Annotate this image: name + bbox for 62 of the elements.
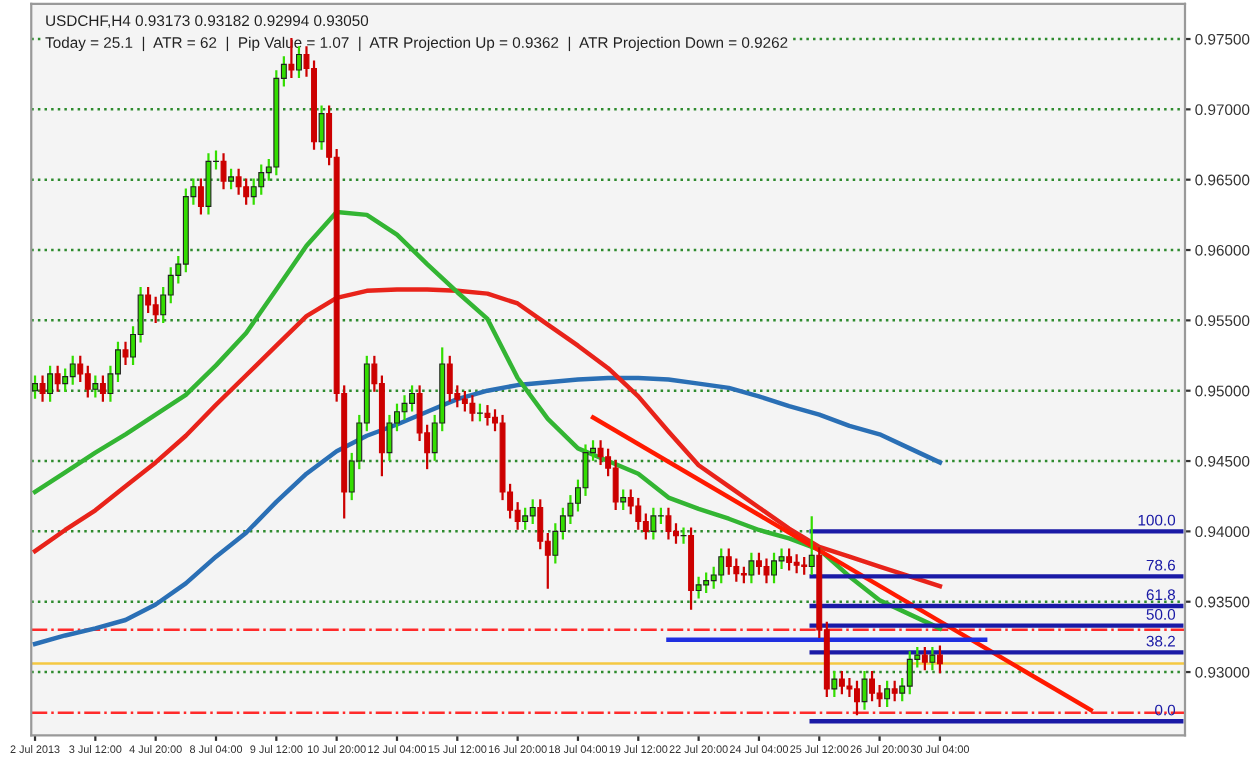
candlestick xyxy=(552,523,559,564)
candlestick xyxy=(748,552,755,584)
candlestick xyxy=(642,513,649,540)
candlestick xyxy=(122,341,129,366)
candlestick xyxy=(725,548,732,575)
candlestick xyxy=(906,651,913,695)
candlestick xyxy=(808,516,815,575)
candlestick xyxy=(665,507,672,540)
candlestick xyxy=(145,286,152,314)
candlestick xyxy=(295,46,302,79)
candlestick xyxy=(755,552,762,575)
candlestick xyxy=(152,296,159,323)
candlestick xyxy=(635,497,642,530)
candlestick xyxy=(831,670,838,698)
candlestick xyxy=(99,375,106,402)
candlestick xyxy=(228,168,235,190)
candlestick xyxy=(703,572,710,593)
candlestick xyxy=(62,368,69,392)
candlestick xyxy=(92,375,99,398)
candlestick xyxy=(680,527,687,544)
candlestick xyxy=(47,365,54,402)
candlestick xyxy=(409,385,416,412)
candlestick xyxy=(854,680,860,716)
candlestick xyxy=(205,153,212,215)
candlestick xyxy=(891,680,898,702)
candlestick xyxy=(522,507,529,530)
candlestick xyxy=(529,499,536,525)
candlestick xyxy=(469,395,476,422)
candlestick xyxy=(929,647,936,671)
candlestick xyxy=(220,153,227,190)
line-series xyxy=(32,287,943,589)
candlestick xyxy=(936,645,943,674)
candlestick xyxy=(484,405,491,426)
candlestick xyxy=(39,375,46,402)
candlestick xyxy=(846,677,853,698)
candlestick xyxy=(620,489,627,510)
candlestick xyxy=(32,375,38,399)
candlestick xyxy=(838,670,845,695)
candlestick xyxy=(921,647,928,671)
line-series xyxy=(32,209,943,631)
candlestick xyxy=(869,670,876,702)
candlestick xyxy=(695,576,702,599)
candlestick xyxy=(876,685,883,707)
candlestick xyxy=(650,507,657,540)
candlestick xyxy=(84,365,91,398)
candlestick xyxy=(77,355,84,382)
candlestick xyxy=(657,507,664,525)
candlestick xyxy=(778,548,785,570)
candlestick xyxy=(771,552,777,584)
candlestick xyxy=(861,670,868,710)
candlestick xyxy=(612,459,619,510)
candlestick xyxy=(69,355,76,385)
candlestick xyxy=(318,105,325,150)
candlestick xyxy=(884,680,891,707)
line-series xyxy=(32,375,943,647)
candlestick xyxy=(718,548,725,584)
candlestick xyxy=(446,355,453,402)
candlestick xyxy=(537,499,544,550)
candlestick xyxy=(763,558,770,584)
candlestick xyxy=(197,178,204,215)
candlestick xyxy=(54,365,61,392)
candlestick xyxy=(786,548,793,571)
